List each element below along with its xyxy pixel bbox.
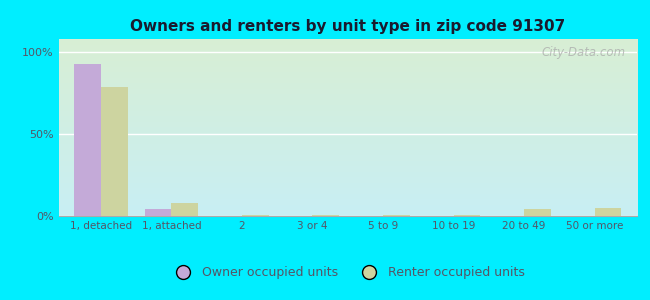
Text: City-Data.com: City-Data.com <box>541 46 625 59</box>
Bar <box>242 215 268 216</box>
Bar <box>356 215 383 216</box>
Bar <box>497 215 524 216</box>
Title: Owners and renters by unit type in zip code 91307: Owners and renters by unit type in zip c… <box>130 19 566 34</box>
Legend: Owner occupied units, Renter occupied units: Owner occupied units, Renter occupied un… <box>166 261 530 284</box>
Bar <box>595 208 621 216</box>
Bar <box>285 215 313 216</box>
Bar <box>427 215 454 216</box>
Bar <box>454 215 480 216</box>
Bar <box>383 215 410 216</box>
Bar <box>74 64 101 216</box>
Bar <box>313 215 339 216</box>
Bar <box>524 209 551 216</box>
Bar <box>568 215 595 216</box>
Bar <box>144 209 172 216</box>
Bar <box>101 86 127 216</box>
Bar <box>172 203 198 216</box>
